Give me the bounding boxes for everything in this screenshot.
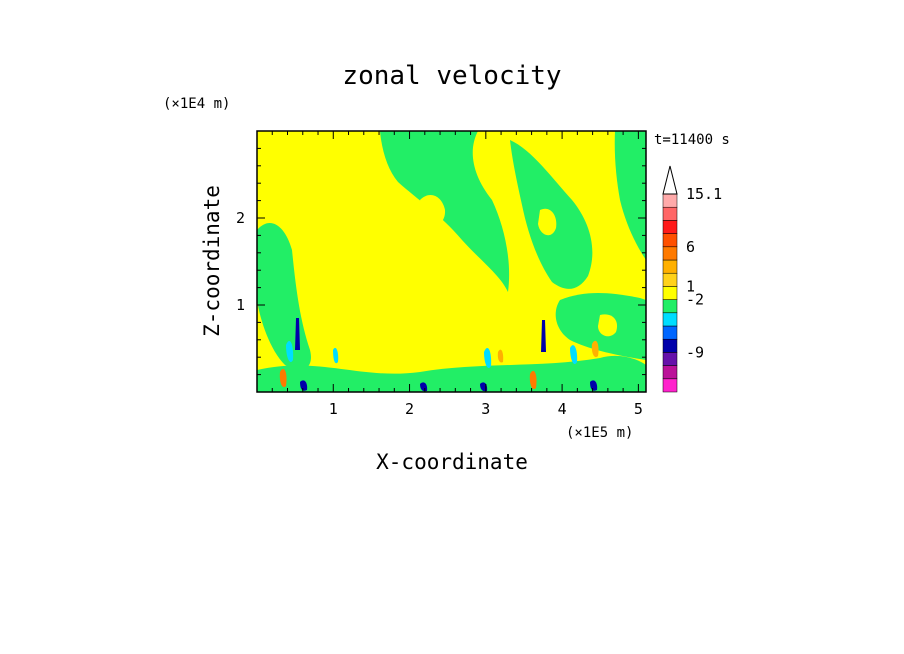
- colorbar-swatch: [662, 286, 678, 300]
- x-multiplier: (×1E5 m): [566, 425, 633, 441]
- colorbar-swatch: [662, 378, 678, 393]
- blue-dot-1: [300, 380, 308, 391]
- orange-accent-3: [591, 340, 599, 358]
- colorbar-swatch: [662, 246, 678, 261]
- velocity-field: [257, 131, 646, 392]
- x-axis-label: X-coordinate: [376, 450, 528, 474]
- x-tick-label: 3: [481, 400, 490, 418]
- cyan-accent-1: [286, 340, 294, 363]
- colorbar-swatch: [662, 312, 678, 327]
- colorbar-swatch: [662, 259, 678, 274]
- orange-accent-2: [529, 370, 537, 390]
- orange-accent-4: [497, 349, 504, 363]
- yellow-patch-1: [420, 195, 446, 226]
- colorbar-label: 1: [686, 277, 695, 295]
- y-axis: 12: [236, 147, 646, 376]
- colorbar-swatch: [662, 338, 678, 353]
- cyan-accent-2: [484, 347, 492, 369]
- colorbar-swatch: [662, 325, 678, 340]
- colorbar-swatch: [662, 299, 678, 314]
- cyan-accent-4: [333, 347, 339, 364]
- colorbar-swatch: [662, 220, 678, 234]
- colorbar-swatch: [662, 206, 678, 221]
- yellow-patch-3: [598, 314, 618, 337]
- x-tick-label: 2: [405, 400, 414, 418]
- colorbar-swatch: [662, 272, 678, 287]
- colorbar-label: 6: [686, 238, 695, 256]
- chart-title: zonal velocity: [342, 61, 561, 91]
- colorbar-swatch: [662, 352, 678, 366]
- colorbar: -9 -21 6 15.1: [662, 165, 722, 393]
- y-multiplier: (×1E4 m): [163, 96, 230, 112]
- time-label: t=11400 s: [654, 132, 730, 148]
- colorbar-label: -9: [686, 343, 704, 361]
- colorbar-extend-arrow: [662, 165, 678, 195]
- green-region-bottom: [257, 355, 646, 392]
- y-tick-label: 2: [236, 209, 245, 227]
- x-tick-label: 1: [329, 400, 338, 418]
- colorbar-label: -2: [686, 291, 704, 309]
- colorbar-label: 15.1: [686, 185, 722, 203]
- plot-area: [257, 131, 646, 392]
- x-axis: 1 2 3 4 5: [271, 131, 643, 418]
- colorbar-swatch: [662, 193, 678, 208]
- blue-dot-2: [420, 382, 428, 392]
- blue-dot-4: [590, 380, 598, 391]
- colorbar-swatch: [662, 233, 678, 248]
- blue-spike-1: [295, 318, 300, 350]
- yellow-patch-2: [538, 208, 557, 236]
- blue-spike-2: [541, 320, 546, 352]
- y-tick-label: 1: [236, 296, 245, 314]
- green-region-right-edge: [614, 131, 646, 260]
- colorbar-swatch: [662, 365, 678, 380]
- x-tick-label: 4: [558, 400, 567, 418]
- cyan-accent-3: [570, 345, 578, 365]
- orange-accent-1: [279, 368, 287, 388]
- x-tick-label: 5: [634, 400, 643, 418]
- y-axis-label: Z-coordinate: [200, 185, 224, 337]
- plot-frame: [256, 130, 647, 393]
